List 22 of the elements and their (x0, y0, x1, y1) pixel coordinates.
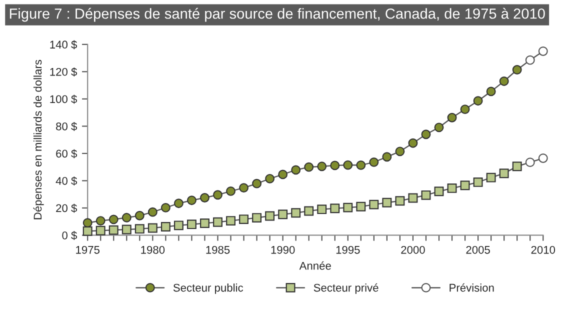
y-tick-label: 80 $ (56, 122, 78, 131)
y-tick-label: 120 $ (50, 67, 78, 76)
x-tick-label: 1995 (336, 246, 360, 254)
y-tick-label: 60 $ (56, 149, 78, 158)
y-tick-label: 20 $ (56, 204, 78, 213)
legend-label: Secteur public (173, 284, 244, 294)
chart-title: Figure 7 : Dépenses de santé par source de financement, Canada, de 1975 à 2010 (10, 8, 545, 22)
x-tick-label: 2000 (401, 246, 425, 254)
x-tick-label: 1985 (206, 246, 230, 254)
legend-label: Prévision (450, 283, 494, 292)
legend-label: Secteur privé (314, 283, 378, 294)
x-tick-label: 1980 (141, 246, 165, 254)
x-tick-label: 1975 (76, 246, 100, 254)
y-tick-label: 0 $ (62, 231, 78, 240)
x-tick-label: 1990 (271, 246, 295, 254)
x-tick-label: 2010 (531, 246, 556, 254)
y-axis-title: Dépenses en milliards de dollars (33, 60, 44, 220)
y-tick-label: 100 $ (50, 94, 78, 104)
y-tick-label: 140 $ (50, 40, 78, 50)
y-tick-label: 40 $ (56, 176, 78, 186)
x-axis-title: Année (299, 261, 331, 270)
x-tick-label: 2005 (466, 246, 490, 254)
